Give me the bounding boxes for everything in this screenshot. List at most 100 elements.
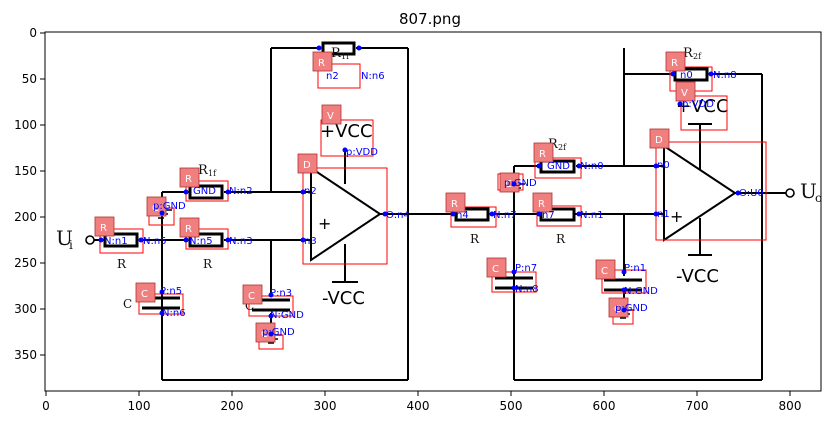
output-label: U [800,179,817,203]
svg-text:n0: n0 [680,70,693,81]
svg-text:N:n0: N:n0 [580,161,604,172]
svg-text:N:n3: N:n3 [229,236,253,247]
svg-text:V: V [327,111,334,122]
svg-text:+: + [318,214,331,233]
svg-text:p:GND: p:GND [615,303,648,314]
y-tick-label: 100 [14,118,37,132]
svg-text:C: C [601,266,608,277]
resistor-r-stage2 [454,207,490,222]
svg-text:p:GND: p:GND [504,178,537,189]
y-tick-label: 250 [14,256,37,270]
output-terminal [785,188,795,198]
svg-text:O:n4: O:n4 [386,210,410,221]
label-r2f-top: R [683,46,694,61]
svg-text:N:n1: N:n1 [580,210,604,221]
svg-text:N:n6: N:n6 [361,71,385,82]
svg-text:C: C [505,179,512,190]
label-c-b: C [245,299,254,313]
svg-text:C: C [248,291,255,302]
svg-text:R: R [539,149,546,160]
y-tick-label: 0 [29,26,37,40]
svg-text:P:n3: P:n3 [270,288,292,299]
resistors [103,41,709,248]
svg-text:R: R [185,224,192,235]
svg-text:N:n8: N:n8 [515,284,539,295]
svg-text:R: R [100,223,107,234]
svg-text:N:GND: N:GND [624,286,658,297]
svg-text:R: R [671,58,678,69]
x-tick-label: 100 [128,399,151,413]
output-label-sub: o [815,191,822,205]
svg-text:V: V [681,88,688,99]
vcc-minus-label-1: -VCC [322,288,365,309]
vcc-minus-label-2: -VCC [676,266,719,287]
svg-text:R: R [318,58,325,69]
svg-text:n2: n2 [326,71,339,82]
input-terminal [85,235,95,245]
svg-text:D: D [303,160,311,171]
svg-text:R: R [538,199,545,210]
resistor-r1f-left [188,184,224,200]
x-tick-label: 400 [407,399,430,413]
component-tags: R R R R C V D C C C R R C R C R V D C C [94,51,696,343]
y-tick-label: 150 [14,164,37,178]
svg-text:n1: n1 [657,209,670,220]
svg-text:O:U0: O:U0 [739,188,764,199]
opamp-1 [310,166,382,262]
svg-text:P:n7: P:n7 [515,263,537,274]
input-label: U [56,226,73,250]
svg-text:+: + [670,207,683,226]
svg-text:N:n2: N:n2 [229,186,253,197]
svg-text:p:VDD: p:VDD [346,147,378,158]
x-axis: 0 100 200 300 400 500 600 700 800 [42,391,801,413]
y-axis: 0 50 100 150 200 250 300 350 [14,26,45,362]
svg-text:N:n1: N:n1 [104,236,128,247]
y-tick-label: 200 [14,210,37,224]
svg-text:C: C [614,304,621,315]
input-label-sub: i [69,238,73,252]
svg-text:n3: n3 [304,236,317,247]
label-r-mid: R [203,257,213,271]
svg-text:D: D [655,135,663,146]
svg-text:GND: GND [547,161,570,172]
svg-text:N:n5: N:n5 [189,236,213,247]
label-r-stage2: R [470,232,480,246]
resistor-input [103,232,139,248]
resistor-r1f-top [321,41,356,56]
label-c-a: C [123,297,132,311]
svg-text:n4: n4 [456,210,469,221]
svg-text:n2: n2 [304,186,317,197]
svg-text:C: C [152,203,159,214]
node-dots [98,45,741,337]
x-tick-label: 0 [42,399,50,413]
svg-text:C: C [261,329,268,340]
svg-text:P:n1: P:n1 [624,263,646,274]
svg-text:R: R [451,199,458,210]
svg-text:P:n5: P:n5 [160,286,182,297]
svg-text:p:GND: p:GND [262,327,295,338]
y-tick-label: 300 [14,302,37,316]
x-tick-label: 300 [314,399,337,413]
svg-text:N:n7: N:n7 [493,210,517,221]
svg-text:2f: 2f [558,143,567,152]
x-tick-label: 200 [221,399,244,413]
svg-text:N:n8: N:n8 [713,70,737,81]
x-tick-label: 500 [500,399,523,413]
svg-text:N:n5: N:n5 [143,236,167,247]
svg-text:p:VDD: p:VDD [682,99,714,110]
node-labels: N:n1 N:n5 GND N:n2 N:n5 N:n3 n2 N:n6 p:G… [104,70,764,338]
svg-text:N:GND: N:GND [270,310,304,321]
y-tick-label: 50 [22,72,37,86]
figure-title: 807.png [399,10,461,28]
svg-text:n7: n7 [542,210,555,221]
label-r2f-left: R [548,137,559,152]
x-tick-label: 600 [593,399,616,413]
label-r1f-left: R [198,163,209,178]
svg-text:1f: 1f [341,52,350,61]
x-tick-label: 800 [779,399,802,413]
label-r1f-top: R [331,46,342,61]
svg-text:p:GND: p:GND [153,201,186,212]
svg-text:C: C [141,289,148,300]
svg-text:GND: GND [193,186,216,197]
